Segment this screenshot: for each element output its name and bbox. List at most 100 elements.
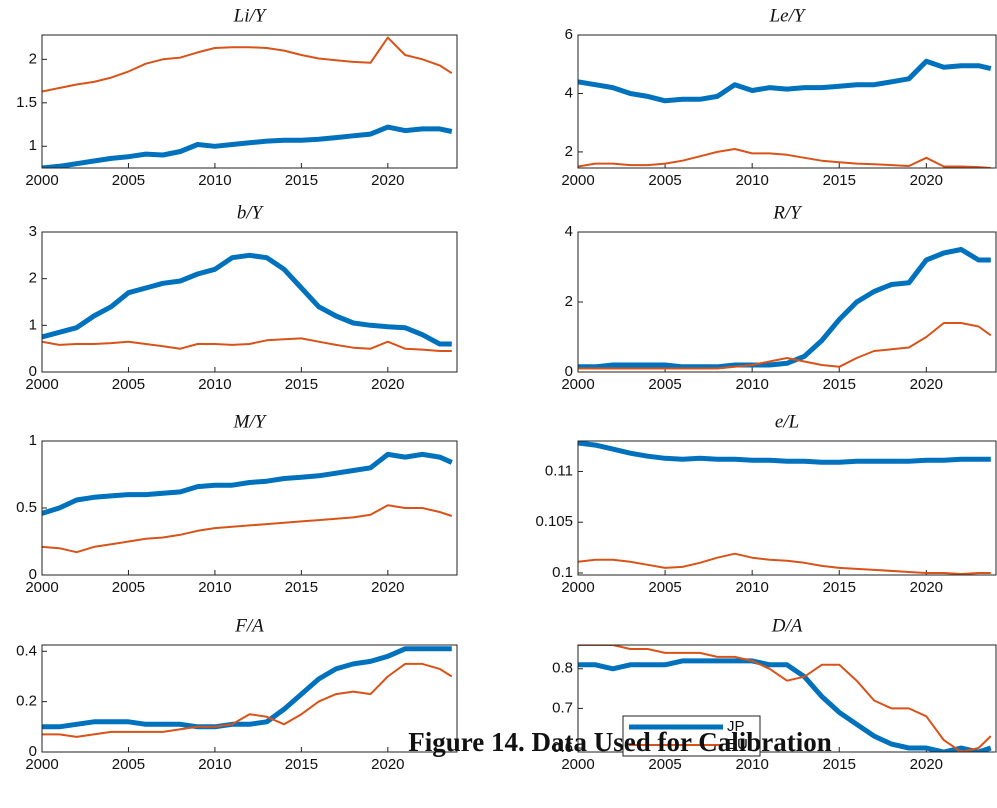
panel-title: D/A <box>771 615 803 636</box>
series-line <box>42 646 452 730</box>
panel-title: Li/Y <box>233 5 268 26</box>
x-tick-label: 2010 <box>735 579 768 596</box>
legend-label: EU <box>727 736 748 753</box>
x-tick-label: 2010 <box>198 376 231 393</box>
series-line <box>42 124 453 168</box>
series-line <box>578 658 992 752</box>
x-tick-label: 2010 <box>735 376 768 393</box>
panel-title: Le/Y <box>769 5 807 26</box>
x-tick-label: 2020 <box>910 376 943 393</box>
x-tick-label: 2000 <box>561 376 594 393</box>
x-tick-label: 2000 <box>561 579 594 596</box>
series-line <box>42 504 453 554</box>
y-tick-label: 0.8 <box>552 660 573 677</box>
axes-bg <box>42 645 457 752</box>
legend-box <box>622 715 761 757</box>
series-line <box>578 58 992 104</box>
y-tick-label: 0.5 <box>16 499 37 516</box>
x-tick-label: 2005 <box>648 579 681 596</box>
x-tick-label: 2005 <box>648 376 681 393</box>
x-tick-label: 2020 <box>371 172 404 189</box>
x-tick-label: 2000 <box>561 172 594 189</box>
series-line <box>42 662 453 738</box>
x-tick-label: 2000 <box>561 756 594 773</box>
y-tick-label: 0.2 <box>16 693 37 710</box>
series-line <box>42 451 453 516</box>
series-line <box>42 36 453 93</box>
y-tick-label: 0 <box>565 363 573 380</box>
x-tick-label: 2015 <box>823 579 856 596</box>
x-tick-label: 2000 <box>25 579 58 596</box>
y-tick-label: 1 <box>29 316 37 333</box>
panel-title: R/Y <box>772 202 803 223</box>
y-tick-label: 0.6 <box>552 739 573 756</box>
series-line <box>578 148 991 168</box>
series-line <box>578 441 991 465</box>
y-tick-label: 4 <box>565 223 573 240</box>
x-tick-label: 2010 <box>198 172 231 189</box>
x-tick-label: 2020 <box>910 172 943 189</box>
figure-caption: Figure 14. Data Used for Calibration <box>408 727 831 757</box>
x-tick-label: 2005 <box>112 756 145 773</box>
x-tick-label: 2005 <box>112 172 145 189</box>
y-tick-label: 0.7 <box>552 699 573 716</box>
y-tick-label: 6 <box>565 26 573 43</box>
axes-box <box>577 440 997 576</box>
y-tick-label: 0.11 <box>545 462 573 479</box>
axes-box <box>577 231 997 373</box>
y-tick-label: 0 <box>29 363 37 380</box>
x-tick-label: 2020 <box>371 376 404 393</box>
y-tick-label: 0.105 <box>535 513 573 530</box>
x-tick-label: 2015 <box>285 172 318 189</box>
y-tick-label: 1 <box>29 432 37 449</box>
y-tick-label: 0 <box>29 566 37 583</box>
x-tick-label: 2005 <box>648 172 681 189</box>
axes-box <box>41 440 458 576</box>
x-tick-label: 2020 <box>910 756 943 773</box>
x-tick-label: 2015 <box>823 756 856 773</box>
axes-box <box>41 231 458 373</box>
y-tick-label: 2 <box>565 293 573 310</box>
y-tick-label: 3 <box>29 223 37 240</box>
series-line <box>42 252 452 347</box>
y-tick-label: 2 <box>29 50 37 67</box>
y-tick-label: 0 <box>29 743 37 760</box>
x-tick-label: 2015 <box>823 376 856 393</box>
panel-title: M/Y <box>233 411 268 432</box>
y-tick-label: 1 <box>29 137 37 154</box>
y-tick-label: 0.4 <box>16 642 37 659</box>
x-tick-label: 2020 <box>910 579 943 596</box>
y-tick-label: 4 <box>565 84 573 101</box>
x-tick-label: 2015 <box>285 376 318 393</box>
series-line <box>42 337 452 352</box>
series-line <box>578 322 992 370</box>
x-tick-label: 2015 <box>285 756 318 773</box>
x-tick-label: 2010 <box>198 756 231 773</box>
x-tick-label: 2000 <box>25 172 58 189</box>
axes-bg <box>42 35 457 168</box>
axes-box <box>577 34 997 169</box>
axes-box <box>577 644 997 753</box>
y-tick-label: 2 <box>29 270 37 287</box>
panel-title: b/Y <box>237 202 265 223</box>
axes-bg <box>578 232 996 372</box>
x-tick-label: 2005 <box>648 756 681 773</box>
x-tick-label: 2000 <box>25 376 58 393</box>
axes-bg <box>578 35 996 168</box>
x-tick-label: 2010 <box>735 172 768 189</box>
panel-title: F/A <box>234 615 264 636</box>
x-tick-label: 2020 <box>371 579 404 596</box>
axes-bg <box>42 441 457 575</box>
x-tick-label: 2010 <box>198 579 231 596</box>
x-tick-label: 2000 <box>25 756 58 773</box>
axes-box <box>41 644 458 753</box>
series-line <box>578 552 991 575</box>
axes-box <box>41 34 458 169</box>
legend-label: JP <box>727 718 745 735</box>
x-tick-label: 2015 <box>285 579 318 596</box>
x-tick-label: 2015 <box>823 172 856 189</box>
series-line <box>578 645 992 752</box>
series-line <box>578 247 991 370</box>
